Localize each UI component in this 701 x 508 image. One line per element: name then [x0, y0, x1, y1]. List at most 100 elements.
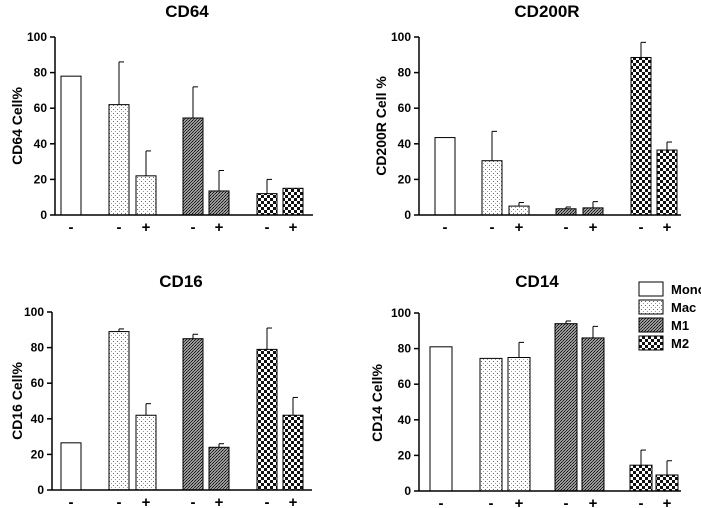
- x-tick-label: -: [564, 219, 569, 236]
- bar-m2-plus: [656, 149, 678, 216]
- error-bar: [592, 325, 598, 338]
- error-bar: [666, 141, 672, 151]
- error-bar: [266, 327, 272, 350]
- y-tick-label: 20: [398, 448, 412, 462]
- bar-m2-plus: [282, 414, 304, 491]
- chart-title: CD14: [515, 272, 559, 291]
- bar-m2-minus: [256, 193, 278, 216]
- y-tick-label: 40: [398, 137, 412, 151]
- bar-m1-plus: [208, 446, 230, 491]
- x-tick-label: -: [69, 219, 74, 236]
- error-bar: [118, 328, 124, 332]
- x-tick-label: +: [289, 494, 298, 508]
- y-tick-label: 0: [404, 484, 411, 498]
- y-tick-label: 80: [398, 342, 412, 356]
- x-tick-label: +: [589, 219, 598, 236]
- legend-label: M1: [671, 318, 689, 333]
- x-tick-label: -: [117, 219, 122, 236]
- panel-cd16: CD16 CD16 Cell% 0 20 40 60 80 100 - - + - + - +: [9, 272, 312, 508]
- bar-m1-plus: [582, 207, 604, 216]
- bars: [60, 327, 304, 491]
- y-tick-label: 40: [398, 413, 412, 427]
- error-bar: [518, 341, 524, 358]
- y-tick-label: 100: [24, 305, 44, 319]
- error-bar: [218, 443, 224, 448]
- bars: [429, 320, 679, 492]
- y-tick-label: 0: [404, 208, 411, 222]
- y-axis-label: CD14 Cell%: [369, 364, 385, 442]
- y-tick-label: 20: [31, 447, 45, 461]
- bar-m2-minus: [630, 56, 652, 216]
- x-tick-label: +: [515, 495, 524, 508]
- bar-m1-minus: [554, 323, 578, 492]
- bar-m2-minus: [256, 348, 278, 491]
- x-tick-label: +: [289, 219, 298, 236]
- chart-title: CD64: [165, 2, 209, 21]
- y-tick-label: 100: [391, 306, 411, 320]
- x-tick-label: +: [142, 219, 151, 236]
- legend-swatch-mono: [638, 281, 664, 297]
- x-axis: - - + - + - +: [419, 214, 681, 236]
- x-tick-label: +: [142, 494, 151, 508]
- y-tick-label: 100: [391, 30, 411, 44]
- bar-mono-minus: [60, 442, 82, 491]
- bar-m1-minus: [182, 117, 204, 216]
- bars: [60, 61, 304, 216]
- y-axis: 0 20 40 60 80 100: [391, 306, 420, 498]
- x-tick-label: -: [191, 219, 196, 236]
- legend-label: Mac: [671, 300, 696, 315]
- y-tick-label: 60: [398, 101, 412, 115]
- x-axis: - - + - + - +: [52, 489, 312, 508]
- x-tick-label: +: [589, 495, 598, 508]
- bar-mac-plus: [508, 205, 530, 216]
- y-tick-label: 80: [34, 66, 48, 80]
- panel-cd64: CD64 CD64 Cell% 0 20 40 60 80 100 - - + - + - +: [9, 2, 313, 236]
- bar-mono-minus: [429, 346, 453, 492]
- y-tick-label: 20: [34, 172, 48, 186]
- error-bar: [118, 61, 124, 105]
- x-tick-label: +: [215, 494, 224, 508]
- legend-swatch-m2: [638, 335, 664, 351]
- chart-title: CD16: [159, 272, 202, 291]
- legend: Mono Mac M1 M2: [638, 281, 701, 351]
- error-bar: [592, 201, 598, 208]
- error-bar: [640, 449, 646, 466]
- error-bar: [666, 460, 672, 475]
- bar-mac-plus: [135, 414, 157, 491]
- bar-mac-plus: [135, 175, 157, 216]
- y-tick-label: 0: [40, 208, 47, 222]
- x-tick-label: +: [215, 219, 224, 236]
- x-axis: - - + - + - +: [419, 490, 681, 508]
- y-tick-label: 40: [31, 412, 45, 426]
- bar-mac-minus: [479, 357, 503, 492]
- legend-swatch-m1: [638, 317, 664, 333]
- y-axis: 0 20 40 60 80 100: [27, 30, 56, 222]
- x-tick-label: -: [489, 495, 494, 508]
- y-axis: 0 20 40 60 80 100: [391, 30, 420, 222]
- x-tick-label: -: [265, 219, 270, 236]
- error-bar: [292, 396, 298, 416]
- legend-label: M2: [671, 336, 689, 351]
- x-tick-label: -: [490, 219, 495, 236]
- bar-m1-plus: [581, 337, 605, 492]
- x-axis: - - + - + - +: [55, 214, 313, 236]
- legend-label: Mono: [671, 282, 701, 297]
- bar-mac-minus: [108, 331, 130, 491]
- y-tick-label: 20: [398, 172, 412, 186]
- error-bar: [266, 178, 272, 194]
- x-tick-label: -: [191, 494, 196, 508]
- y-tick-label: 80: [398, 66, 412, 80]
- bars: [434, 41, 678, 216]
- y-tick-label: 0: [37, 483, 44, 497]
- y-axis-label: CD64 Cell%: [9, 87, 25, 165]
- x-tick-label: -: [564, 495, 569, 508]
- error-bar: [640, 41, 646, 58]
- error-bar: [192, 86, 198, 118]
- legend-swatch-mac: [638, 299, 664, 315]
- error-bar: [565, 206, 571, 209]
- error-bar: [518, 202, 524, 207]
- chart-title: CD200R: [514, 2, 579, 21]
- error-bar: [491, 130, 497, 161]
- x-tick-label: -: [639, 219, 644, 236]
